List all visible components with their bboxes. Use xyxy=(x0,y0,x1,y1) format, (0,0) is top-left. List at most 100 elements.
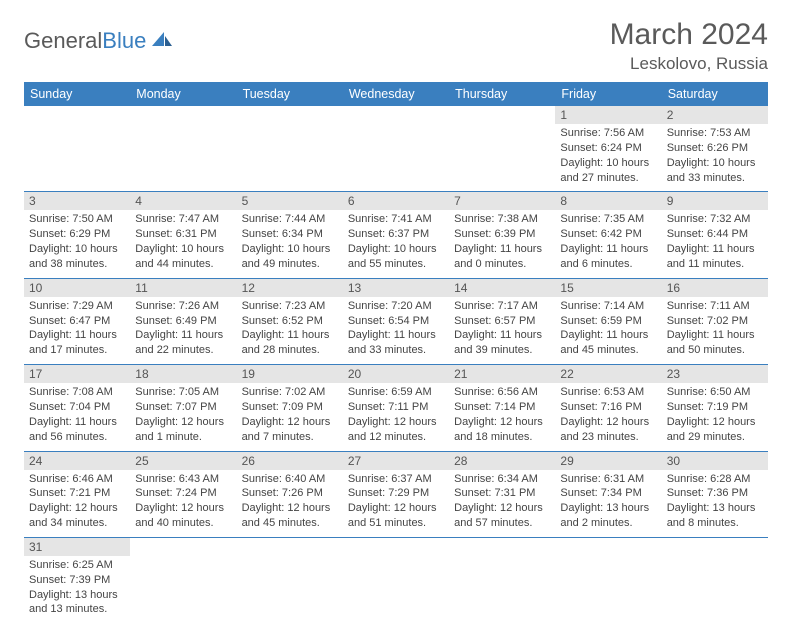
day-header: Thursday xyxy=(449,82,555,106)
day-info: Sunrise: 7:08 AMSunset: 7:04 PMDaylight:… xyxy=(29,385,125,444)
day-number: 18 xyxy=(130,365,236,383)
day-cell: 25 Sunrise: 6:43 AMSunset: 7:24 PMDayligh… xyxy=(130,451,236,537)
day-cell: 7 Sunrise: 7:38 AMSunset: 6:39 PMDaylight… xyxy=(449,192,555,278)
day-number: 12 xyxy=(237,279,343,297)
day-cell: 2Sunrise: 7:53 AMSunset: 6:26 PMDaylight… xyxy=(662,106,768,192)
day-cell: 20 Sunrise: 6:59 AMSunset: 7:11 PMDayligh… xyxy=(343,365,449,451)
empty-cell xyxy=(24,106,130,192)
day-cell: 24Sunrise: 6:46 AMSunset: 7:21 PMDayligh… xyxy=(24,451,130,537)
day-number: 20 xyxy=(343,365,449,383)
day-cell: 10 Sunrise: 7:29 AMSunset: 6:47 PMDayligh… xyxy=(24,278,130,364)
day-number: 3 xyxy=(24,192,130,210)
day-cell: 26Sunrise: 6:40 AMSunset: 7:26 PMDayligh… xyxy=(237,451,343,537)
day-info: Sunrise: 7:56 AMSunset: 6:24 PMDaylight:… xyxy=(560,126,656,185)
day-info: Sunrise: 7:02 AMSunset: 7:09 PMDaylight:… xyxy=(242,385,338,444)
empty-cell xyxy=(130,537,236,623)
empty-cell xyxy=(662,537,768,623)
day-cell: 17 Sunrise: 7:08 AMSunset: 7:04 PMDayligh… xyxy=(24,365,130,451)
day-info: Sunrise: 6:59 AMSunset: 7:11 PMDaylight:… xyxy=(348,385,444,444)
day-info: Sunrise: 7:20 AMSunset: 6:54 PMDaylight:… xyxy=(348,299,444,358)
day-info: Sunrise: 7:05 AMSunset: 7:07 PMDaylight:… xyxy=(135,385,231,444)
day-number: 1 xyxy=(555,106,661,124)
day-number: 16 xyxy=(662,279,768,297)
sail-icon xyxy=(150,28,174,54)
day-header: Sunday xyxy=(24,82,130,106)
day-info: Sunrise: 7:23 AMSunset: 6:52 PMDaylight:… xyxy=(242,299,338,358)
day-number: 25 xyxy=(130,452,236,470)
day-number: 4 xyxy=(130,192,236,210)
day-number: 5 xyxy=(237,192,343,210)
day-info: Sunrise: 6:50 AMSunset: 7:19 PMDaylight:… xyxy=(667,385,763,444)
empty-cell xyxy=(237,537,343,623)
day-number: 19 xyxy=(237,365,343,383)
day-cell: 4Sunrise: 7:47 AMSunset: 6:31 PMDaylight… xyxy=(130,192,236,278)
day-cell: 21 Sunrise: 6:56 AMSunset: 7:14 PMDayligh… xyxy=(449,365,555,451)
calendar-row: 24Sunrise: 6:46 AMSunset: 7:21 PMDayligh… xyxy=(24,451,768,537)
day-info: Sunrise: 6:31 AMSunset: 7:34 PMDaylight:… xyxy=(560,472,656,531)
day-number: 7 xyxy=(449,192,555,210)
day-number: 30 xyxy=(662,452,768,470)
day-info: Sunrise: 7:38 AMSunset: 6:39 PMDaylight:… xyxy=(454,212,550,271)
calendar-row: 17 Sunrise: 7:08 AMSunset: 7:04 PMDayligh… xyxy=(24,365,768,451)
day-info: Sunrise: 6:53 AMSunset: 7:16 PMDaylight:… xyxy=(560,385,656,444)
day-header: Friday xyxy=(555,82,661,106)
empty-cell xyxy=(449,537,555,623)
day-info: Sunrise: 7:35 AMSunset: 6:42 PMDaylight:… xyxy=(560,212,656,271)
day-number: 31 xyxy=(24,538,130,556)
day-header: Tuesday xyxy=(237,82,343,106)
day-header: Monday xyxy=(130,82,236,106)
day-info: Sunrise: 7:41 AMSunset: 6:37 PMDaylight:… xyxy=(348,212,444,271)
calendar-row: 10 Sunrise: 7:29 AMSunset: 6:47 PMDayligh… xyxy=(24,278,768,364)
day-cell: 5 Sunrise: 7:44 AMSunset: 6:34 PMDaylight… xyxy=(237,192,343,278)
day-cell: 23Sunrise: 6:50 AMSunset: 7:19 PMDayligh… xyxy=(662,365,768,451)
day-number: 14 xyxy=(449,279,555,297)
empty-cell xyxy=(343,537,449,623)
month-title: March 2024 xyxy=(610,18,768,52)
logo-text-1: General xyxy=(24,28,102,54)
day-info: Sunrise: 7:50 AMSunset: 6:29 PMDaylight:… xyxy=(29,212,125,271)
day-cell: 19 Sunrise: 7:02 AMSunset: 7:09 PMDayligh… xyxy=(237,365,343,451)
day-info: Sunrise: 6:40 AMSunset: 7:26 PMDaylight:… xyxy=(242,472,338,531)
day-cell: 16 Sunrise: 7:11 AMSunset: 7:02 PMDayligh… xyxy=(662,278,768,364)
calendar-body: 1 Sunrise: 7:56 AMSunset: 6:24 PMDaylight… xyxy=(24,106,768,623)
calendar-row: 31 Sunrise: 6:25 AMSunset: 7:39 PMDayligh… xyxy=(24,537,768,623)
empty-cell xyxy=(449,106,555,192)
calendar: SundayMondayTuesdayWednesdayThursdayFrid… xyxy=(24,82,768,623)
empty-cell xyxy=(237,106,343,192)
day-number: 2 xyxy=(662,106,768,124)
day-info: Sunrise: 7:14 AMSunset: 6:59 PMDaylight:… xyxy=(560,299,656,358)
day-info: Sunrise: 7:32 AMSunset: 6:44 PMDaylight:… xyxy=(667,212,763,271)
day-info: Sunrise: 6:43 AMSunset: 7:24 PMDaylight:… xyxy=(135,472,231,531)
day-cell: 12 Sunrise: 7:23 AMSunset: 6:52 PMDayligh… xyxy=(237,278,343,364)
day-info: Sunrise: 7:11 AMSunset: 7:02 PMDaylight:… xyxy=(667,299,763,358)
day-number: 15 xyxy=(555,279,661,297)
empty-cell xyxy=(343,106,449,192)
day-number: 21 xyxy=(449,365,555,383)
day-number: 13 xyxy=(343,279,449,297)
day-number: 24 xyxy=(24,452,130,470)
calendar-row: 1 Sunrise: 7:56 AMSunset: 6:24 PMDaylight… xyxy=(24,106,768,192)
day-info: Sunrise: 7:44 AMSunset: 6:34 PMDaylight:… xyxy=(242,212,338,271)
day-info: Sunrise: 7:29 AMSunset: 6:47 PMDaylight:… xyxy=(29,299,125,358)
title-block: March 2024 Leskolovo, Russia xyxy=(610,18,768,74)
day-number: 6 xyxy=(343,192,449,210)
day-cell: 31 Sunrise: 6:25 AMSunset: 7:39 PMDayligh… xyxy=(24,537,130,623)
day-number: 17 xyxy=(24,365,130,383)
day-info: Sunrise: 6:56 AMSunset: 7:14 PMDaylight:… xyxy=(454,385,550,444)
empty-cell xyxy=(555,537,661,623)
day-cell: 15 Sunrise: 7:14 AMSunset: 6:59 PMDayligh… xyxy=(555,278,661,364)
day-number: 29 xyxy=(555,452,661,470)
day-number: 22 xyxy=(555,365,661,383)
location: Leskolovo, Russia xyxy=(610,54,768,74)
day-cell: 3 Sunrise: 7:50 AMSunset: 6:29 PMDaylight… xyxy=(24,192,130,278)
day-cell: 13 Sunrise: 7:20 AMSunset: 6:54 PMDayligh… xyxy=(343,278,449,364)
day-number: 10 xyxy=(24,279,130,297)
logo: GeneralBlue xyxy=(24,28,174,54)
day-cell: 8Sunrise: 7:35 AMSunset: 6:42 PMDaylight… xyxy=(555,192,661,278)
day-number: 11 xyxy=(130,279,236,297)
day-info: Sunrise: 6:28 AMSunset: 7:36 PMDaylight:… xyxy=(667,472,763,531)
day-cell: 11 Sunrise: 7:26 AMSunset: 6:49 PMDayligh… xyxy=(130,278,236,364)
day-info: Sunrise: 7:26 AMSunset: 6:49 PMDaylight:… xyxy=(135,299,231,358)
day-cell: 28Sunrise: 6:34 AMSunset: 7:31 PMDayligh… xyxy=(449,451,555,537)
day-info: Sunrise: 6:25 AMSunset: 7:39 PMDaylight:… xyxy=(29,558,125,617)
